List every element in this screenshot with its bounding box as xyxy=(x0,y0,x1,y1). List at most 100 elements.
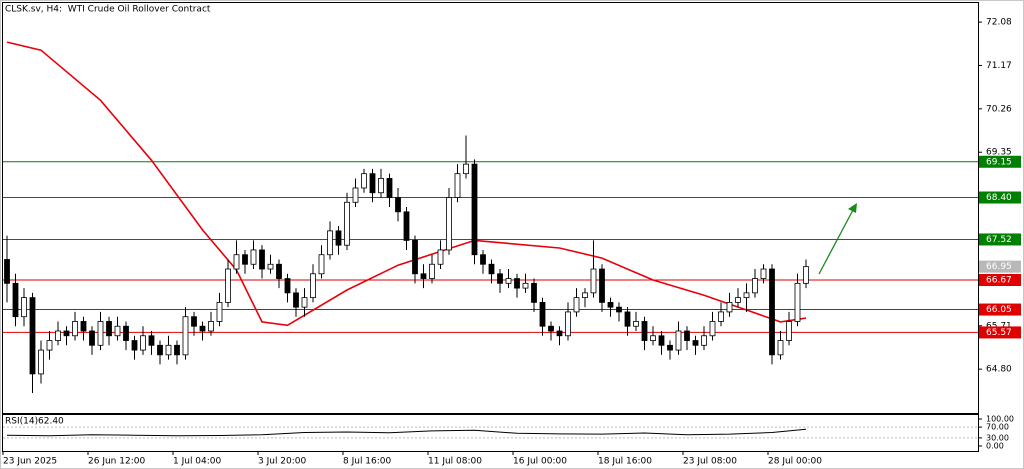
candle-body xyxy=(267,263,274,270)
candle-body xyxy=(582,292,588,299)
candle-body xyxy=(165,344,172,356)
arrow xyxy=(818,209,854,275)
candle-body xyxy=(378,178,384,194)
candle-body xyxy=(114,325,121,337)
candle-body xyxy=(633,321,639,327)
rsi-tick-label: 0.00 xyxy=(986,442,1004,451)
candle-body xyxy=(607,301,614,308)
level-tag xyxy=(979,233,1021,246)
level-tag xyxy=(979,303,1021,316)
candle-body xyxy=(726,301,733,313)
level-label: 69.15 xyxy=(986,157,1012,167)
y-tick-label: 72.08 xyxy=(986,18,1012,28)
level-label: 68.40 xyxy=(986,193,1012,203)
candle-body xyxy=(803,266,809,284)
candle-body xyxy=(471,163,478,256)
candle-body xyxy=(420,273,427,279)
candle-body xyxy=(701,335,707,346)
arrow-head xyxy=(848,203,857,213)
level-label: 65.57 xyxy=(986,328,1012,338)
candle-body xyxy=(344,201,350,246)
candle-body xyxy=(233,254,240,270)
y-tick-label: 64.80 xyxy=(986,365,1012,375)
candle-body xyxy=(565,311,571,337)
x-tick-label: 18 Jul 16:00 xyxy=(598,457,652,467)
candle-body xyxy=(157,344,163,356)
last-price-tag xyxy=(979,260,1021,273)
level-tag xyxy=(979,273,1021,286)
y-tick-label: 70.26 xyxy=(986,104,1012,114)
candle-body xyxy=(463,163,469,175)
level-tag xyxy=(979,191,1021,204)
candle-body xyxy=(123,325,129,341)
candle-body xyxy=(556,330,563,337)
candle-body xyxy=(752,278,758,294)
candle-body xyxy=(386,178,393,198)
x-tick-label: 11 Jul 08:00 xyxy=(428,457,482,467)
candle-body xyxy=(216,301,223,322)
candle-body xyxy=(225,268,231,303)
candle-body xyxy=(12,282,19,318)
candle-body xyxy=(718,311,724,322)
candle-body xyxy=(769,268,775,356)
candle-body xyxy=(140,335,146,351)
candle-body xyxy=(276,263,282,279)
rsi-pane xyxy=(2,414,979,452)
x-tick-label: 8 Jul 16:00 xyxy=(343,457,392,467)
candle-body xyxy=(667,344,673,351)
candle-body xyxy=(335,230,342,246)
candle-body xyxy=(327,230,333,256)
candle-body xyxy=(199,325,206,332)
level-tag xyxy=(979,326,1021,339)
candle-body xyxy=(284,278,291,294)
candle-body xyxy=(148,335,155,346)
candle-body xyxy=(454,173,461,198)
candle-body xyxy=(106,321,112,337)
candle-body xyxy=(318,254,325,275)
candle-body xyxy=(709,321,716,337)
candle-body xyxy=(684,330,690,341)
candle-body xyxy=(352,187,359,203)
candle-body xyxy=(505,278,512,284)
candle-body xyxy=(250,249,257,265)
candle-body xyxy=(446,197,452,251)
chart-title: CLSK.sv, H4: WTI Crude Oil Rollover Cont… xyxy=(5,5,211,15)
candle-body xyxy=(55,330,61,341)
candle-body xyxy=(675,330,682,351)
candle-body xyxy=(89,330,95,346)
price-pane xyxy=(2,2,979,414)
candle-body xyxy=(29,297,36,375)
candle-body xyxy=(624,311,631,327)
candle-body xyxy=(760,268,767,279)
y-tick-label: 65.71 xyxy=(986,321,1012,331)
candle-body xyxy=(641,321,648,341)
candle-body xyxy=(80,321,87,332)
candle-body xyxy=(539,301,546,327)
rsi-tick-label: 100.00 xyxy=(986,415,1014,424)
candle-body xyxy=(777,340,784,356)
candle-body xyxy=(743,292,750,299)
candle-body xyxy=(301,297,308,308)
x-tick-label: 1 Jul 04:00 xyxy=(173,457,222,467)
candle-body xyxy=(794,282,801,322)
candle-body xyxy=(590,268,597,294)
candle-body xyxy=(548,325,554,332)
candle-body xyxy=(573,297,580,313)
candle-body xyxy=(97,321,104,346)
rsi-line xyxy=(6,428,807,437)
candle-body xyxy=(616,306,622,313)
candle-body xyxy=(21,297,27,318)
candle-body xyxy=(310,273,316,299)
level-label: 67.52 xyxy=(986,235,1012,245)
candle-body xyxy=(658,335,665,346)
x-tick-label: 3 Jul 20:00 xyxy=(258,457,307,467)
candle-body xyxy=(395,197,401,213)
x-tick-label: 16 Jul 00:00 xyxy=(513,457,567,467)
x-tick-label: 23 Jun 2025 xyxy=(3,457,57,467)
x-tick-label: 23 Jul 08:00 xyxy=(683,457,737,467)
candle-body xyxy=(437,249,444,265)
candle-body xyxy=(786,321,792,341)
candle-body xyxy=(403,211,410,241)
candle-body xyxy=(369,173,376,194)
